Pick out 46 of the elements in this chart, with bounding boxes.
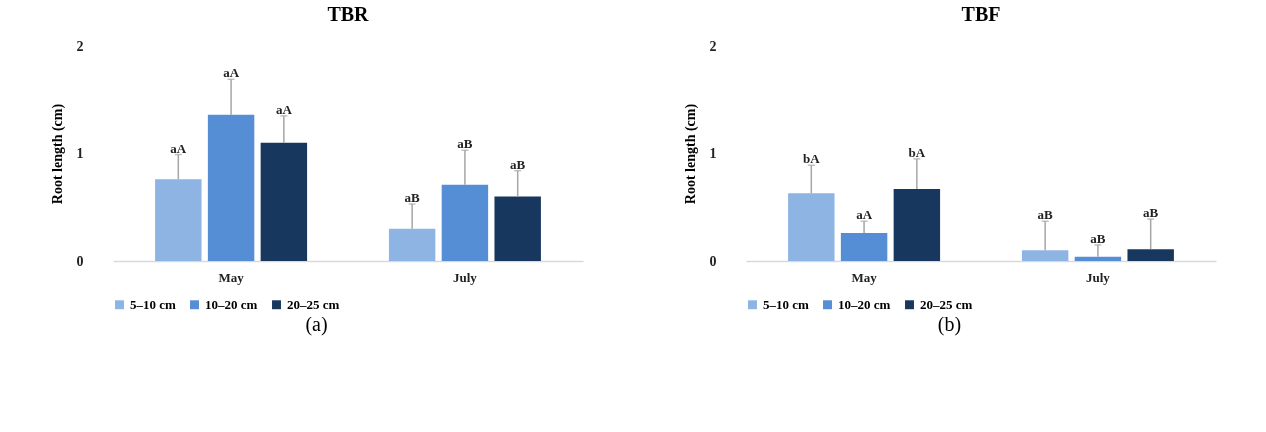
y-tick-label: 1 <box>76 146 84 161</box>
bar <box>1021 250 1069 261</box>
legend-label: 20–25 cm <box>920 296 973 312</box>
data-label: aA <box>275 101 293 117</box>
y-axis-title: Root length (cm) <box>49 103 66 205</box>
y-tick-label: 0 <box>76 253 84 269</box>
bar <box>260 142 308 261</box>
chart-title: TBR <box>327 3 370 25</box>
x-tick-label: July <box>1085 269 1111 285</box>
data-label: aB <box>510 156 526 172</box>
legend-label: 10–20 cm <box>838 296 891 312</box>
data-label: aB <box>404 190 421 206</box>
text: (a) <box>305 313 328 336</box>
bar <box>893 188 941 261</box>
bar <box>1074 256 1122 261</box>
bar <box>207 114 255 261</box>
legend-label: 5–10 cm <box>130 296 177 312</box>
chart-title: TBF <box>961 3 1001 25</box>
x-tick-label: July <box>452 269 478 285</box>
data-label: bA <box>908 144 926 160</box>
legend-label: 10–20 cm <box>205 296 258 312</box>
data-label: aB <box>1090 230 1106 246</box>
data-label: bA <box>803 151 821 167</box>
bar <box>840 233 888 261</box>
x-tick-label: May <box>218 269 245 285</box>
data-label: aB <box>457 136 473 152</box>
bar <box>788 193 835 261</box>
y-axis-title: Root length (cm) <box>682 103 699 205</box>
bar <box>494 196 541 261</box>
data-label: aB <box>1143 205 1159 221</box>
y-tick-label: 1 <box>709 146 717 161</box>
x-tick-label: May <box>851 269 878 285</box>
y-tick-label: 2 <box>76 38 84 54</box>
legend-label: 5–10 cm <box>763 296 810 312</box>
text: (b) <box>937 313 962 336</box>
bar <box>155 179 202 261</box>
y-tick-label: 2 <box>709 38 717 54</box>
bar <box>1127 249 1174 261</box>
bar <box>388 228 436 261</box>
data-label: aA <box>170 140 187 156</box>
data-label: aA <box>223 65 240 81</box>
bar <box>441 184 489 261</box>
data-label: aA <box>856 207 873 223</box>
y-tick-label: 0 <box>709 253 717 269</box>
legend-label: 20–25 cm <box>287 296 340 312</box>
data-label: aB <box>1037 207 1054 223</box>
